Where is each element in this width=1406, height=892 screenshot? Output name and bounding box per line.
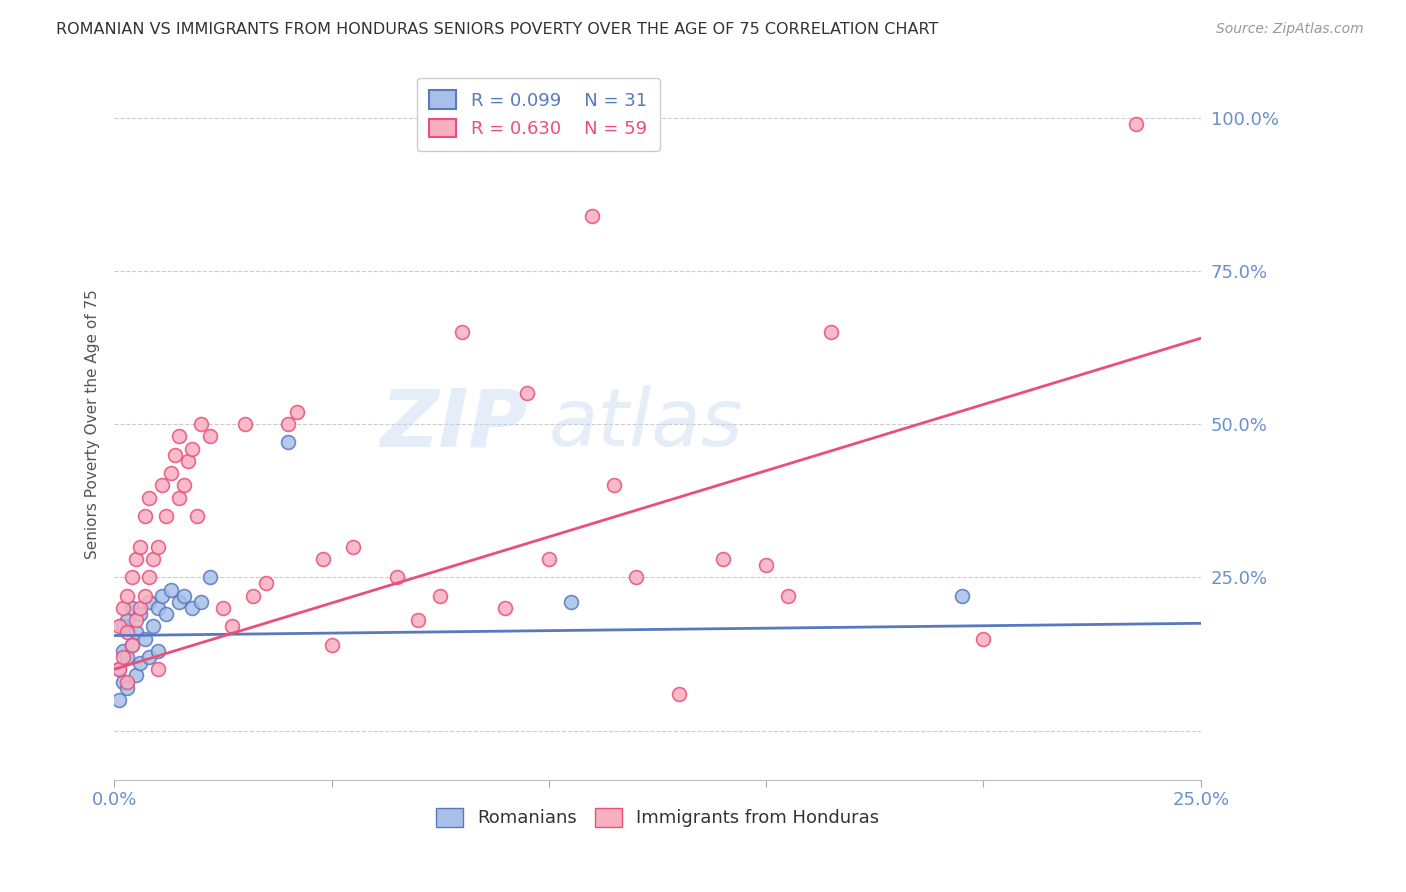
Point [115, 613, 138, 627]
Point [516, 386, 538, 401]
Point [107, 693, 129, 707]
Point [134, 508, 156, 523]
Text: ROMANIAN VS IMMIGRANTS FROM HONDURAS SENIORS POVERTY OVER THE AGE OF 75 CORRELAT: ROMANIAN VS IMMIGRANTS FROM HONDURAS SEN… [56, 22, 939, 37]
Point [142, 552, 165, 566]
Point [321, 638, 343, 652]
Point [181, 601, 204, 615]
Point [603, 478, 626, 492]
Point [668, 687, 690, 701]
Point [121, 638, 143, 652]
Point [950, 589, 973, 603]
Point [129, 601, 152, 615]
Point [581, 209, 603, 223]
Point [198, 429, 221, 443]
Point [190, 595, 212, 609]
Point [129, 540, 152, 554]
Point [138, 491, 160, 505]
Point [146, 662, 169, 676]
Point [254, 576, 277, 591]
Point [312, 552, 335, 566]
Point [115, 650, 138, 665]
Point [146, 540, 169, 554]
Point [190, 417, 212, 431]
Point [129, 607, 152, 621]
Legend: Romanians, Immigrants from Honduras: Romanians, Immigrants from Honduras [429, 801, 887, 835]
Point [755, 558, 778, 572]
Point [285, 405, 308, 419]
Point [115, 674, 138, 689]
Point [211, 601, 233, 615]
Point [138, 570, 160, 584]
Point [125, 613, 148, 627]
Text: Source: ZipAtlas.com: Source: ZipAtlas.com [1216, 22, 1364, 37]
Point [107, 619, 129, 633]
Point [125, 625, 148, 640]
Point [115, 681, 138, 695]
Point [134, 632, 156, 646]
Point [146, 601, 169, 615]
Point [115, 589, 138, 603]
Point [155, 508, 177, 523]
Point [163, 448, 186, 462]
Point [111, 650, 134, 665]
Point [150, 589, 173, 603]
Point [186, 508, 208, 523]
Point [107, 662, 129, 676]
Point [134, 589, 156, 603]
Y-axis label: Seniors Poverty Over the Age of 75: Seniors Poverty Over the Age of 75 [86, 289, 100, 559]
Point [107, 662, 129, 676]
Point [494, 601, 516, 615]
Point [138, 650, 160, 665]
Point [150, 478, 173, 492]
Point [429, 589, 451, 603]
Point [125, 668, 148, 682]
Point [1125, 117, 1147, 131]
Point [277, 417, 299, 431]
Point [385, 570, 408, 584]
Point [198, 570, 221, 584]
Point [624, 570, 647, 584]
Text: atlas: atlas [548, 385, 744, 463]
Point [121, 570, 143, 584]
Point [142, 619, 165, 633]
Point [451, 325, 474, 339]
Point [111, 674, 134, 689]
Point [129, 656, 152, 670]
Point [169, 429, 191, 443]
Point [111, 619, 134, 633]
Point [181, 442, 204, 456]
Point [159, 582, 181, 597]
Point [277, 435, 299, 450]
Point [121, 638, 143, 652]
Point [776, 589, 799, 603]
Point [711, 552, 734, 566]
Point [221, 619, 243, 633]
Point [159, 466, 181, 480]
Text: ZIP: ZIP [380, 385, 527, 463]
Point [173, 478, 195, 492]
Point [138, 595, 160, 609]
Point [177, 454, 200, 468]
Point [560, 595, 582, 609]
Point [155, 607, 177, 621]
Point [342, 540, 364, 554]
Point [972, 632, 994, 646]
Point [173, 589, 195, 603]
Point [146, 644, 169, 658]
Point [121, 601, 143, 615]
Point [242, 589, 264, 603]
Point [233, 417, 256, 431]
Point [169, 595, 191, 609]
Point [408, 613, 430, 627]
Point [537, 552, 560, 566]
Point [111, 644, 134, 658]
Point [820, 325, 842, 339]
Point [115, 625, 138, 640]
Point [169, 491, 191, 505]
Point [111, 601, 134, 615]
Point [125, 552, 148, 566]
